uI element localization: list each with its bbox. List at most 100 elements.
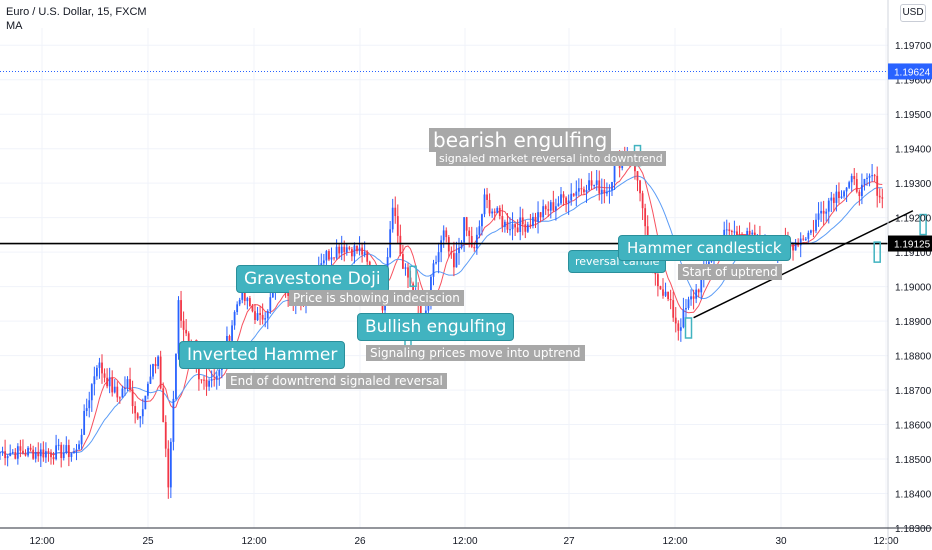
candle-body: [162, 388, 165, 423]
candle-body: [835, 191, 838, 203]
candle-body: [501, 216, 504, 227]
candle-body: [577, 188, 580, 192]
candle-body: [552, 202, 555, 211]
bullish-engulfing-note[interactable]: Signaling prices move into uptrend: [366, 345, 585, 361]
candle: [129, 367, 131, 393]
candle-body: [358, 247, 361, 252]
candle-body: [80, 434, 83, 445]
candle: [667, 291, 669, 302]
candle: [154, 357, 157, 374]
candle-body: [269, 297, 272, 311]
candle: [514, 222, 516, 236]
candle: [463, 217, 465, 252]
candle: [261, 303, 264, 325]
candle-body: [136, 413, 139, 419]
bearish-engulfing-label[interactable]: bearish engulfing: [429, 128, 612, 152]
candle-body: [792, 244, 794, 251]
candle: [827, 197, 830, 224]
candle: [75, 444, 78, 461]
candle-body: [34, 452, 37, 459]
time-tick-label: 12:00: [29, 536, 54, 547]
candle: [878, 188, 881, 204]
price-tick-label: 1.19300: [895, 179, 932, 190]
inverted-hammer-label[interactable]: Inverted Hammer: [179, 341, 346, 369]
candle-body: [524, 224, 527, 232]
candle-body: [794, 242, 797, 251]
candle-body: [481, 214, 483, 227]
candle: [835, 184, 838, 212]
candle: [233, 310, 236, 330]
candle: [679, 318, 682, 342]
candle-body: [182, 320, 185, 330]
candle: [147, 381, 149, 400]
hammer-candlestick-label[interactable]: Hammer candlestick: [618, 235, 791, 261]
candle: [254, 304, 256, 324]
candle-body: [881, 197, 884, 199]
candle-body: [215, 375, 218, 380]
candle-body: [325, 251, 328, 261]
candle: [435, 255, 437, 265]
candle: [37, 442, 40, 462]
candle-body: [256, 313, 259, 321]
candle: [39, 443, 42, 467]
candle: [80, 428, 83, 450]
candle: [394, 196, 397, 224]
candle: [19, 439, 22, 458]
candle-body: [185, 329, 188, 334]
candle: [164, 415, 167, 458]
candle-body: [432, 263, 435, 277]
candle-body: [203, 379, 205, 381]
candle-body: [506, 221, 509, 230]
candle-body: [606, 191, 608, 194]
candle-body: [236, 304, 239, 313]
candle: [542, 199, 545, 221]
hammer-candlestick-note[interactable]: Start of uptrend: [678, 264, 782, 280]
candle: [876, 166, 879, 208]
candle-body: [396, 216, 399, 236]
indicator-label[interactable]: MA: [6, 20, 23, 32]
candle-body: [672, 300, 675, 318]
candle-body: [16, 446, 19, 459]
candle: [598, 170, 601, 201]
candle: [866, 173, 868, 186]
level-price-tag: [888, 235, 932, 252]
candle: [534, 212, 537, 228]
candle-body: [595, 180, 598, 185]
candle: [391, 198, 394, 233]
time-tick-label: 30: [775, 536, 787, 547]
time-tick-label: 27: [563, 536, 575, 547]
candle: [29, 443, 32, 452]
candle-body: [730, 231, 733, 233]
bullish-engulfing-label[interactable]: Bullish engulfing: [357, 313, 515, 341]
candle: [850, 173, 853, 192]
candle: [108, 367, 111, 394]
currency-button[interactable]: USD: [900, 4, 926, 22]
candle: [0, 451, 1, 460]
gravestone-doji-label[interactable]: Gravestone Doji: [236, 265, 389, 293]
candle: [50, 449, 52, 465]
candle: [521, 208, 524, 236]
candle: [182, 311, 185, 342]
candle-body: [442, 230, 445, 241]
candle: [881, 188, 884, 209]
candle-body: [67, 445, 70, 457]
inverted-hammer-note[interactable]: End of downtrend signaled reversal: [226, 373, 447, 389]
candle: [501, 204, 504, 233]
candle-body: [822, 210, 825, 214]
candle: [562, 191, 565, 206]
candle-body: [106, 377, 108, 387]
candle-body: [664, 291, 667, 296]
candle-body: [231, 325, 233, 341]
candle-body: [32, 449, 35, 459]
candle: [669, 289, 672, 310]
candle-body: [75, 449, 78, 452]
price-tick-label: 1.19400: [895, 145, 932, 156]
bearish-engulfing-note[interactable]: signaled market reversal into downtrend: [436, 151, 666, 166]
candle-body: [322, 260, 325, 264]
candle: [794, 239, 797, 251]
candle: [822, 200, 825, 226]
gravestone-doji-note[interactable]: Price is showing indeciscion: [289, 290, 464, 306]
time-tick-label: 12:00: [662, 536, 687, 547]
